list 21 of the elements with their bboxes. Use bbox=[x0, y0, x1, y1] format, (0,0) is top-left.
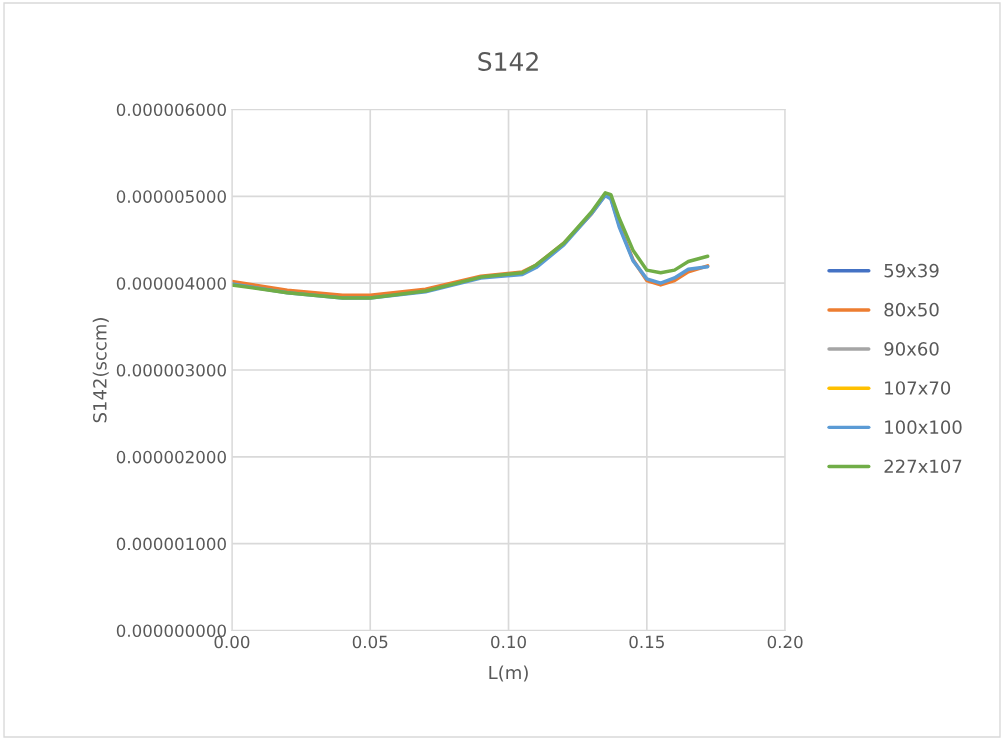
chart-title: S142 bbox=[478, 52, 538, 71]
x-axis-title: L(m) bbox=[489, 665, 528, 682]
legend-label: 107x70 bbox=[885, 381, 951, 395]
legend-label: 100x100 bbox=[885, 420, 962, 434]
y-tick-label: 0.000002000 bbox=[116, 450, 226, 464]
y-tick-label: 0.000005000 bbox=[116, 190, 226, 203]
x-tick-label: 0.15 bbox=[629, 635, 664, 649]
y-tick-label: 0.000000000 bbox=[116, 624, 226, 638]
y-axis-title: S142(sccm) bbox=[92, 318, 109, 423]
x-tick-label: 0.20 bbox=[767, 635, 803, 649]
legend-label: 227x107 bbox=[884, 459, 962, 474]
legend-label: 59x39 bbox=[884, 263, 939, 278]
y-tick-label: 0.000004000 bbox=[116, 277, 226, 290]
x-tick-label: 0.10 bbox=[491, 635, 526, 649]
y-tick-label: 0.000003000 bbox=[116, 363, 226, 377]
legend-label: 90x60 bbox=[884, 342, 939, 356]
x-tick-label: 0.00 bbox=[214, 635, 250, 649]
y-tick-label: 0.000006000 bbox=[116, 103, 226, 117]
y-tick-label: 0.000001000 bbox=[116, 537, 226, 551]
x-tick-label: 0.05 bbox=[352, 635, 388, 649]
legend-label: 80x50 bbox=[884, 302, 939, 317]
